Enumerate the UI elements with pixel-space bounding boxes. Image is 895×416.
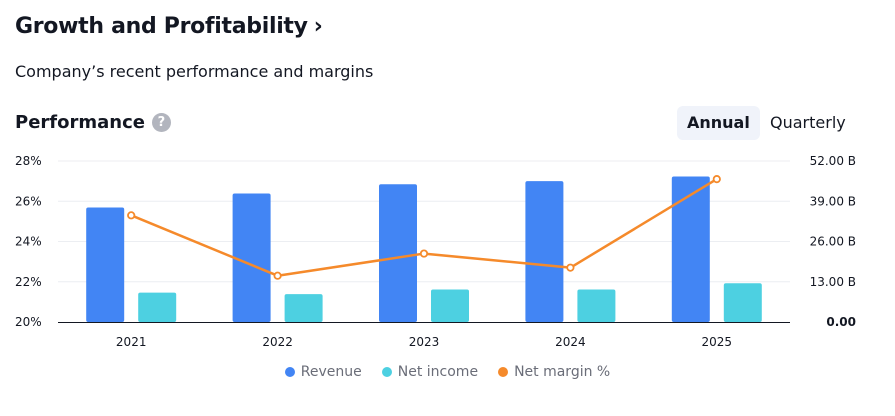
y-left-tick-label: 28% [15, 154, 42, 168]
y-left-tick-label: 22% [15, 275, 42, 289]
revenue-bar [671, 176, 710, 322]
net-income-bar [723, 283, 762, 322]
x-tick-label: 2022 [262, 335, 293, 349]
revenue-bar [525, 181, 564, 322]
net-margin-point [566, 263, 575, 272]
y-right-tick-label: 26.00 B [810, 235, 856, 249]
net-income-bar [284, 294, 323, 322]
net-income-bar [138, 292, 177, 322]
revenue-dot-icon [284, 367, 295, 377]
y-left-tick-label: 20% [15, 315, 42, 329]
chevron-right-icon: › [313, 14, 323, 39]
y-left-tick-label: 24% [15, 235, 42, 249]
net-income-bar [577, 289, 616, 322]
section-title-link[interactable]: Growth and Profitability › [15, 14, 323, 39]
legend-net-income-label: Net income [397, 364, 479, 380]
x-tick-label: 2023 [409, 335, 440, 349]
y-left-tick-label: 26% [15, 194, 42, 208]
legend-net-margin[interactable]: Net margin % [498, 364, 610, 380]
revenue-bar [86, 207, 125, 322]
net-margin-point [712, 175, 721, 184]
net-income-dot-icon [381, 367, 392, 377]
y-right-tick-label: 0.00 [826, 315, 856, 329]
y-right-tick-label: 39.00 B [810, 194, 856, 208]
subtitle: Company’s recent performance and margins [15, 62, 374, 81]
legend-revenue[interactable]: Revenue [284, 364, 362, 380]
performance-title: Performance [15, 112, 145, 133]
net-income-bar [431, 289, 469, 322]
y-right-tick-label: 52.00 B [810, 154, 856, 168]
net-margin-point [419, 249, 429, 258]
help-icon[interactable]: ? [151, 113, 171, 132]
chart-legend: Revenue Net income Net margin % [0, 364, 895, 380]
annual-toggle-button[interactable]: Annual [677, 106, 760, 140]
title-text: Growth and Profitability [15, 14, 308, 39]
performance-heading: Performance ? [15, 112, 171, 133]
y-right-tick-label: 13.00 B [810, 275, 856, 289]
x-tick-label: 2025 [702, 335, 733, 349]
net-margin-point [273, 271, 282, 280]
legend-net-income[interactable]: Net income [381, 364, 479, 380]
quarterly-toggle-button[interactable]: Quarterly [770, 113, 846, 132]
net-margin-point [127, 211, 136, 220]
legend-net-margin-label: Net margin % [514, 364, 611, 380]
net-margin-line [130, 178, 718, 277]
revenue-bar [379, 184, 417, 322]
legend-revenue-label: Revenue [300, 364, 362, 380]
x-tick-label: 2024 [555, 335, 586, 349]
net-margin-dot-icon [498, 367, 509, 377]
x-tick-label: 2021 [116, 335, 147, 349]
revenue-bar [232, 193, 271, 322]
